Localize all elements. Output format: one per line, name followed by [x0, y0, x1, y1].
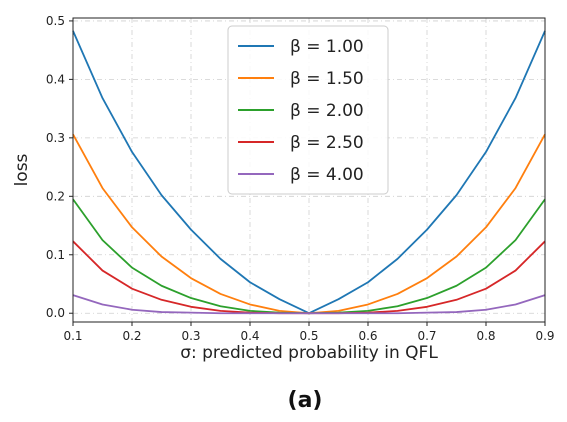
x-ticks: 0.1 0.2 0.3 0.4 0.5 0.6 0.7 0.8 0.9 — [63, 322, 555, 343]
y-tick-label: 0.3 — [46, 131, 65, 145]
y-tick-label: 0.4 — [46, 72, 65, 86]
y-axis-label: loss — [12, 153, 32, 186]
legend-box — [227, 25, 389, 195]
y-tick-label: 0.0 — [46, 306, 65, 320]
legend-entry-label: β = 1.00 — [290, 37, 364, 57]
legend-entry-label: β = 4.00 — [290, 165, 364, 185]
x-tick-label: 0.5 — [299, 329, 318, 343]
legend-entry-label: β = 2.50 — [290, 133, 364, 153]
legend-entry-label: β = 1.50 — [290, 69, 364, 89]
x-tick-label: 0.4 — [240, 329, 259, 343]
series-lines — [72, 30, 546, 315]
y-ticks: 0.0 0.1 0.2 0.3 0.4 0.5 — [46, 14, 73, 320]
y-tick-label: 0.5 — [46, 14, 65, 28]
legend: β = 1.00 β = 1.50 β = 2.00 β = 2.50 β = 4.00 — [227, 25, 389, 195]
legend-entry-label: β = 2.00 — [290, 101, 364, 121]
x-tick-label: 0.1 — [63, 329, 82, 343]
series-line-5 — [72, 294, 546, 315]
x-tick-label: 0.3 — [181, 329, 200, 343]
y-tick-label: 0.1 — [46, 248, 65, 262]
x-axis-label: σ: predicted probability in QFL — [180, 343, 438, 363]
x-tick-label: 0.8 — [476, 329, 495, 343]
y-tick-label: 0.2 — [46, 189, 65, 203]
x-tick-label: 0.7 — [417, 329, 436, 343]
x-tick-label: 0.6 — [358, 329, 377, 343]
x-tick-label: 0.2 — [122, 329, 141, 343]
x-tick-label: 0.9 — [535, 329, 554, 343]
figure-caption: (a) — [288, 388, 323, 413]
